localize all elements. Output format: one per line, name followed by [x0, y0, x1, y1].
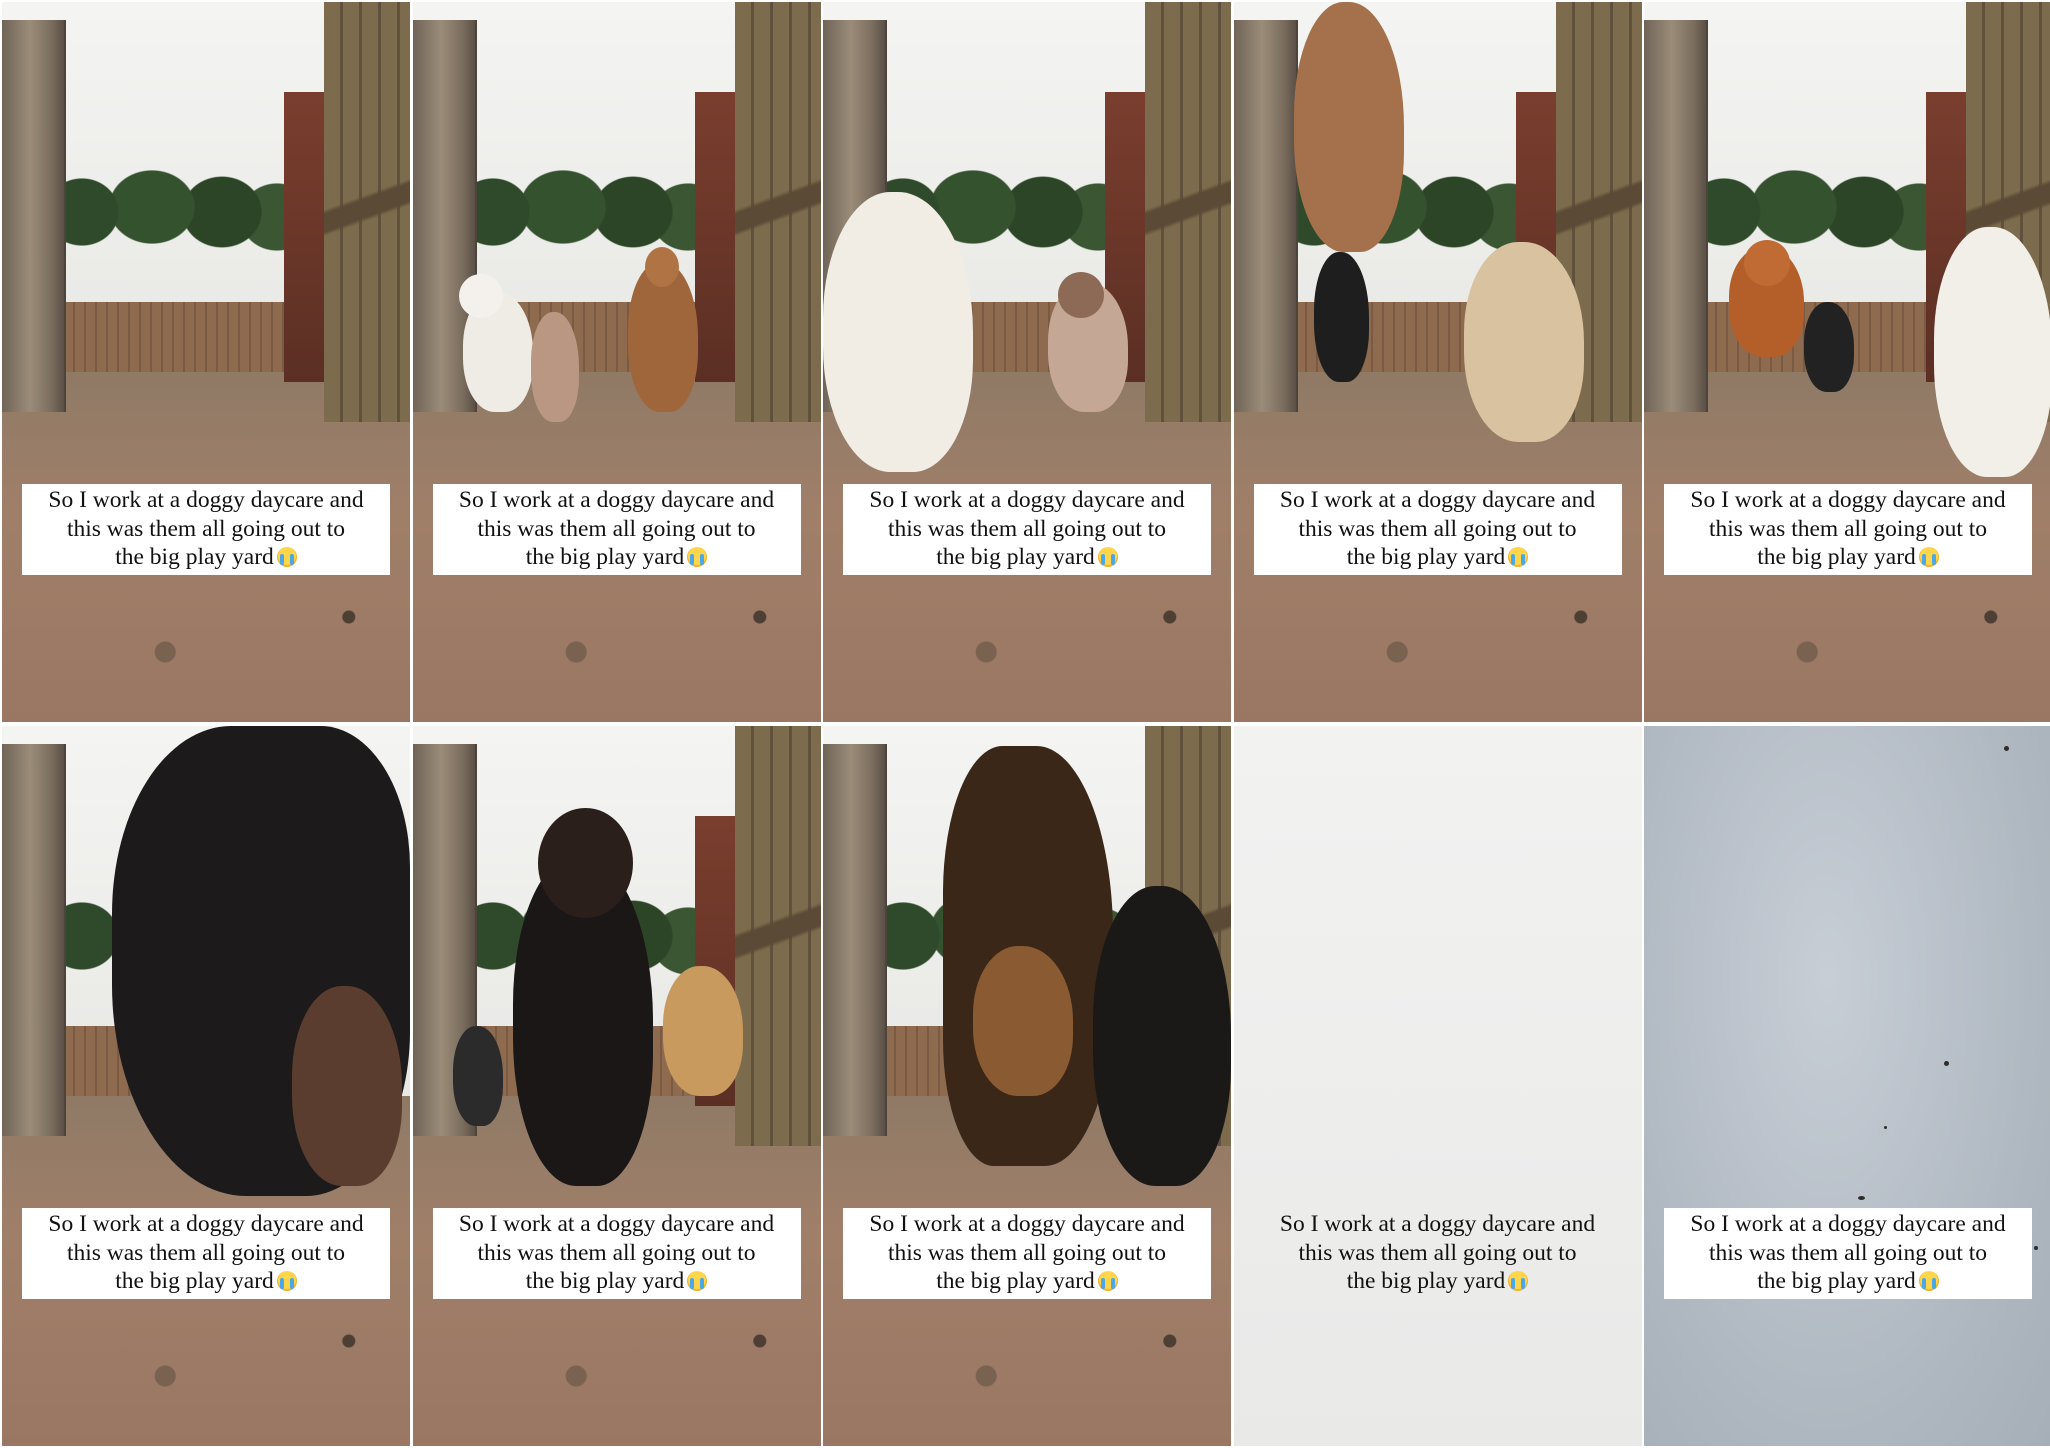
- brown-dog: [292, 986, 402, 1186]
- fence-post: [2, 20, 66, 412]
- building: [694, 92, 735, 382]
- video-frame-6: So I work at a doggy daycare and this wa…: [2, 726, 410, 1446]
- video-frame-9: So I work at a doggy daycare and this wa…: [1233, 726, 1642, 1446]
- wooden-gate: [1145, 2, 1231, 422]
- loudly-crying-face-icon: [1097, 1271, 1118, 1291]
- caption: So I work at a doggy daycare and this wa…: [1254, 1208, 1622, 1299]
- video-frame-2: So I work at a doggy daycare and this wa…: [412, 2, 821, 722]
- wooden-gate: [324, 2, 410, 422]
- caption-line-2: this was them all going out to: [1708, 1239, 1988, 1266]
- white-dog-head: [458, 274, 503, 318]
- speck: [1944, 1061, 1949, 1066]
- loudly-crying-face-icon: [1508, 1271, 1529, 1291]
- wooden-gate: [734, 2, 821, 422]
- speck: [2034, 1246, 2038, 1250]
- trees: [1684, 152, 1944, 272]
- black-dog: [1313, 252, 1369, 382]
- caption-line-2: this was them all going out to: [1298, 515, 1577, 542]
- brown-dog: [627, 262, 698, 412]
- caption: So I work at a doggy daycare and this wa…: [22, 1208, 390, 1299]
- video-frame-5: So I work at a doggy daycare and this wa…: [1644, 2, 2050, 722]
- collie-dog: [452, 1026, 503, 1126]
- wooden-gate: [734, 726, 821, 1146]
- fence-post: [1233, 20, 1298, 412]
- caption-line-1: So I work at a doggy daycare and: [869, 1211, 1185, 1237]
- caption: So I work at a doggy daycare and this wa…: [843, 484, 1211, 575]
- caption-line-3: the big play yard: [936, 544, 1095, 570]
- caption-line-2: this was them all going out to: [887, 515, 1167, 542]
- merle-dog-head: [1058, 272, 1104, 318]
- caption: So I work at a doggy daycare and this wa…: [22, 484, 390, 575]
- caption-line-3: the big play yard: [1757, 1268, 1916, 1294]
- caption-line-2: this was them all going out to: [66, 1239, 346, 1266]
- caption-line-3: the big play yard: [1346, 1268, 1506, 1294]
- golden-dog-head: [1744, 240, 1790, 286]
- caption: So I work at a doggy daycare and this wa…: [843, 1208, 1211, 1299]
- video-frame-7: So I work at a doggy daycare and this wa…: [412, 726, 821, 1446]
- loudly-crying-face-icon: [1097, 547, 1118, 567]
- caption-line-3: the big play yard: [1757, 544, 1916, 570]
- caption-line-1: So I work at a doggy daycare and: [869, 487, 1185, 513]
- caption-line-2: this was them all going out to: [477, 515, 756, 542]
- loudly-crying-face-icon: [276, 1271, 297, 1291]
- caption-line-1: So I work at a doggy daycare and: [458, 1211, 775, 1237]
- caption-line-2: this was them all going out to: [1708, 515, 1988, 542]
- caption-line-3: the big play yard: [1346, 544, 1506, 570]
- black-dog: [1093, 886, 1231, 1186]
- loudly-crying-face-icon: [1508, 547, 1529, 567]
- caption: So I work at a doggy daycare and this wa…: [1253, 484, 1622, 575]
- tan-markings: [973, 946, 1073, 1096]
- loudly-crying-face-icon: [276, 547, 297, 567]
- video-frame-4: So I work at a doggy daycare and this wa…: [1233, 2, 1642, 722]
- building: [284, 92, 324, 382]
- fence-post: [823, 744, 887, 1136]
- loudly-crying-face-icon: [1918, 547, 1939, 567]
- merle-dog: [530, 312, 579, 422]
- fence-post: [2, 744, 66, 1136]
- caption-line-3: the big play yard: [525, 544, 685, 570]
- yellow-lab: [1463, 242, 1584, 442]
- golden-puppy: [662, 966, 743, 1096]
- caption-line-3: the big play yard: [115, 1268, 274, 1294]
- caption-line-1: So I work at a doggy daycare and: [48, 1211, 364, 1237]
- caption-line-3: the big play yard: [525, 1268, 685, 1294]
- video-frame-1: So I work at a doggy daycare and this wa…: [2, 2, 410, 722]
- speck: [2004, 746, 2009, 751]
- video-frame-10: So I work at a doggy daycare and this wa…: [1644, 726, 2050, 1446]
- speck: [1884, 1126, 1887, 1129]
- brown-dog-head: [644, 247, 679, 287]
- caption-line-1: So I work at a doggy daycare and: [48, 487, 364, 513]
- video-frame-8: So I work at a doggy daycare and this wa…: [823, 726, 1231, 1446]
- caption-line-3: the big play yard: [115, 544, 274, 570]
- caption: So I work at a doggy daycare and this wa…: [432, 484, 801, 575]
- caption-line-1: So I work at a doggy daycare and: [458, 487, 775, 513]
- caption-line-3: the big play yard: [936, 1268, 1095, 1294]
- speck: [1858, 1196, 1865, 1200]
- loudly-crying-face-icon: [687, 1271, 708, 1291]
- caption-line-2: this was them all going out to: [66, 515, 346, 542]
- caption: So I work at a doggy daycare and this wa…: [432, 1208, 801, 1299]
- blurred-dog-leg: [1293, 2, 1404, 252]
- caption-line-1: So I work at a doggy daycare and: [1279, 487, 1596, 513]
- black-dog: [1804, 302, 1854, 392]
- rottweiler-head: [537, 808, 633, 918]
- trees: [42, 152, 302, 272]
- caption-line-2: this was them all going out to: [887, 1239, 1167, 1266]
- caption-line-2: this was them all going out to: [477, 1239, 756, 1266]
- loudly-crying-face-icon: [687, 547, 708, 567]
- caption: So I work at a doggy daycare and this wa…: [1664, 1208, 2032, 1299]
- caption-line-1: So I work at a doggy daycare and: [1279, 1211, 1596, 1237]
- caption-line-1: So I work at a doggy daycare and: [1690, 1211, 2006, 1237]
- video-frame-3: So I work at a doggy daycare and this wa…: [823, 2, 1231, 722]
- caption: So I work at a doggy daycare and this wa…: [1664, 484, 2032, 575]
- caption-line-1: So I work at a doggy daycare and: [1690, 487, 2006, 513]
- fence-post: [1644, 20, 1708, 412]
- white-dog: [1934, 227, 2050, 477]
- loudly-crying-face-icon: [1918, 1271, 1939, 1291]
- caption-line-2: this was them all going out to: [1298, 1239, 1577, 1266]
- white-dog: [823, 192, 973, 472]
